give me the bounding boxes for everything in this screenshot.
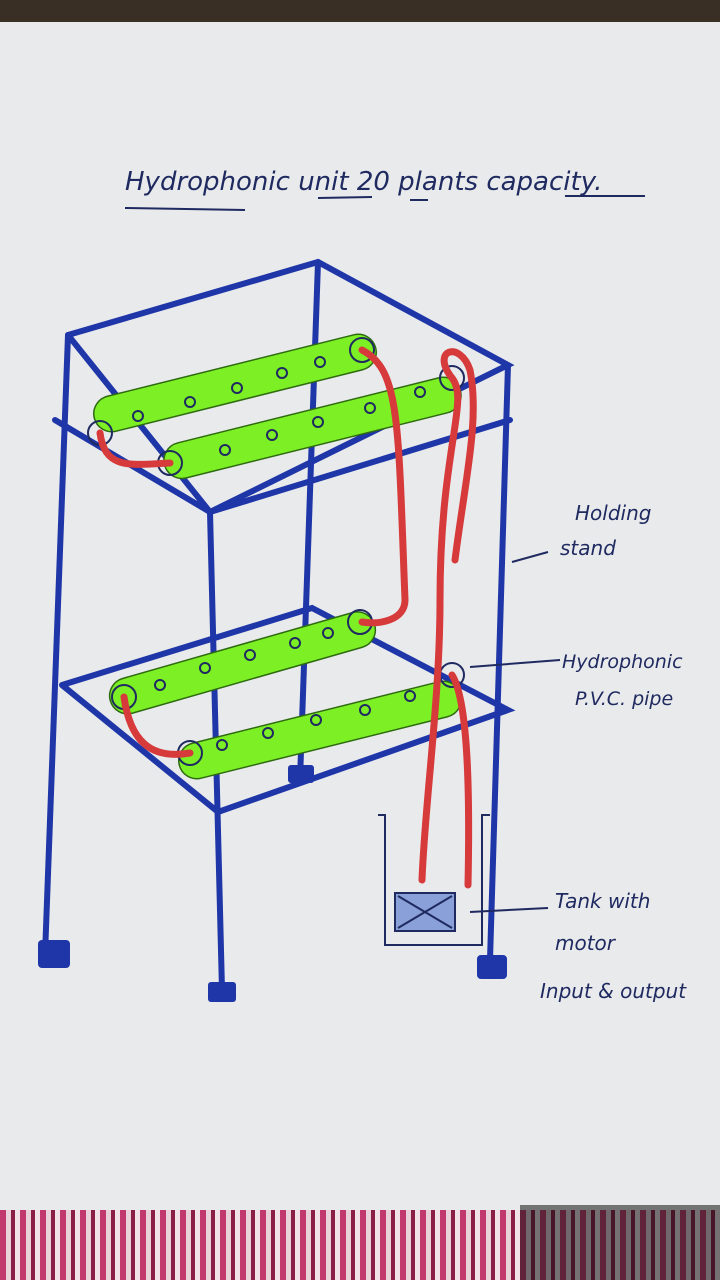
label-tank-line2: motor <box>555 931 617 955</box>
label-pvc-pipe-line1: Hydrophonic <box>562 651 683 673</box>
tank-with-motor <box>378 814 490 946</box>
label-tank-line1: Tank with <box>555 889 650 913</box>
pvc-pipe-bottom-back <box>108 611 377 715</box>
diagram-title: Hydrophonic unit 20 plants capacity. <box>125 167 602 197</box>
stand-feet <box>38 765 507 1002</box>
water-tubes <box>96 346 477 889</box>
background-shadow <box>520 1205 720 1280</box>
pvc-pipes <box>93 333 462 780</box>
label-holding-stand-line2: stand <box>560 536 616 560</box>
label-holding-stand-line1: Holding <box>575 501 651 525</box>
label-tank-line3: Input & output <box>540 979 687 1003</box>
label-pvc-pipe-line2: P.V.C. pipe <box>575 688 673 710</box>
